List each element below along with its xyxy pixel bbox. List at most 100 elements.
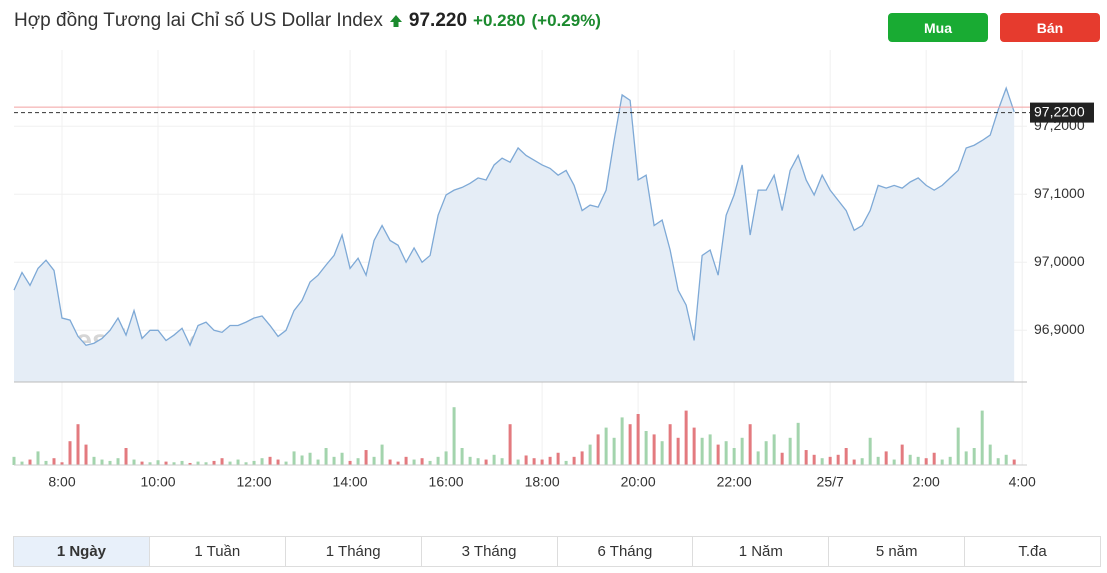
price: 97.220 bbox=[408, 10, 468, 31]
volume-bar bbox=[68, 441, 72, 465]
volume-bar bbox=[700, 437, 704, 465]
volume-bar bbox=[236, 459, 240, 465]
volume-bar bbox=[732, 448, 736, 465]
range-tab[interactable]: 1 Ngày bbox=[14, 537, 149, 566]
buy-button[interactable]: Mua bbox=[888, 13, 988, 42]
volume-bar bbox=[1004, 454, 1008, 465]
volume-bar bbox=[1012, 459, 1016, 465]
x-tick-label: 22:00 bbox=[717, 474, 752, 490]
range-tab[interactable]: 1 Tháng bbox=[284, 537, 421, 566]
volume-bar bbox=[436, 456, 440, 465]
volume-bar bbox=[220, 458, 224, 465]
volume-bar bbox=[20, 461, 24, 465]
volume-bar bbox=[108, 460, 112, 465]
range-tab[interactable]: 3 Tháng bbox=[420, 537, 557, 566]
volume-bar bbox=[884, 451, 888, 465]
range-tab[interactable]: T.đa bbox=[964, 537, 1100, 566]
x-tick-label: 10:00 bbox=[141, 474, 176, 490]
volume-bar bbox=[852, 459, 856, 465]
range-tab[interactable]: 6 Tháng bbox=[556, 537, 693, 566]
volume-bar bbox=[644, 431, 648, 465]
volume-bar bbox=[380, 444, 384, 465]
volume-bar bbox=[596, 434, 600, 465]
volume-bar bbox=[132, 459, 136, 465]
volume-bar bbox=[52, 458, 56, 465]
volume-bar bbox=[572, 456, 576, 465]
volume-bar bbox=[804, 450, 808, 465]
volume-bar bbox=[524, 455, 528, 465]
volume-bar bbox=[628, 424, 632, 465]
volume-bar bbox=[100, 459, 104, 465]
volume-bar bbox=[364, 450, 368, 465]
volume-bar bbox=[660, 441, 664, 465]
volume-bar bbox=[708, 434, 712, 465]
volume-bar bbox=[148, 462, 152, 465]
volume-bar bbox=[916, 456, 920, 465]
y-tick-label: 96,9000 bbox=[1034, 321, 1085, 337]
x-tick-label: 18:00 bbox=[525, 474, 560, 490]
range-tab[interactable]: 1 Tuần bbox=[148, 537, 285, 566]
volume-bar bbox=[276, 459, 280, 465]
volume-bar bbox=[844, 448, 848, 465]
change-pct: (+0.29%) bbox=[531, 11, 601, 30]
chart: Investing.com8:0010:0012:0014:0016:0018:… bbox=[12, 50, 1094, 490]
volume-bar bbox=[684, 410, 688, 465]
volume-bar bbox=[36, 451, 40, 465]
volume-bar bbox=[740, 437, 744, 465]
volume-bar bbox=[324, 448, 328, 465]
volume-bar bbox=[756, 451, 760, 465]
volume-bar bbox=[580, 451, 584, 465]
volume-bar bbox=[60, 462, 64, 465]
volume-bar bbox=[348, 460, 352, 465]
volume-bar bbox=[532, 458, 536, 465]
volume-bar bbox=[564, 460, 568, 465]
volume-bar bbox=[308, 452, 312, 465]
volume-bar bbox=[300, 455, 304, 465]
volume-bar bbox=[996, 458, 1000, 465]
volume-bar bbox=[772, 434, 776, 465]
volume-bar bbox=[372, 456, 376, 465]
volume-bar bbox=[924, 458, 928, 465]
range-tab[interactable]: 1 Năm bbox=[692, 537, 828, 566]
volume-bar bbox=[356, 458, 360, 465]
volume-bar bbox=[796, 422, 800, 465]
x-tick-label: 20:00 bbox=[621, 474, 656, 490]
volume-bar bbox=[892, 459, 896, 465]
volume-bar bbox=[404, 456, 408, 465]
x-tick-label: 8:00 bbox=[48, 474, 75, 490]
volume-bar bbox=[548, 456, 552, 465]
volume-bar bbox=[940, 459, 944, 465]
volume-bar bbox=[764, 441, 768, 465]
area-fill bbox=[14, 88, 1015, 382]
x-tick-label: 14:00 bbox=[333, 474, 368, 490]
volume-bar bbox=[180, 460, 184, 465]
volume-bar bbox=[604, 427, 608, 465]
volume-bar bbox=[92, 456, 96, 465]
volume-bar bbox=[412, 459, 416, 465]
volume-bar bbox=[44, 460, 48, 465]
volume-bar bbox=[964, 451, 968, 465]
volume-bar bbox=[212, 460, 216, 465]
volume-bar bbox=[444, 451, 448, 465]
volume-bar bbox=[956, 427, 960, 465]
volume-bar bbox=[204, 462, 208, 465]
range-tab[interactable]: 5 năm bbox=[828, 537, 964, 566]
volume-bar bbox=[588, 444, 592, 465]
volume-bar bbox=[932, 452, 936, 465]
volume-bar bbox=[540, 459, 544, 465]
volume-bar bbox=[452, 407, 456, 465]
volume-bar bbox=[292, 451, 296, 465]
volume-bar bbox=[196, 461, 200, 465]
x-tick-label: 2:00 bbox=[913, 474, 940, 490]
y-tick-label: 97,0000 bbox=[1034, 253, 1085, 269]
volume-bar bbox=[84, 444, 88, 465]
volume-bar bbox=[340, 452, 344, 465]
volume-bar bbox=[668, 424, 672, 465]
volume-bar bbox=[972, 448, 976, 465]
volume-bar bbox=[652, 434, 656, 465]
volume-bar bbox=[244, 462, 248, 465]
volume-bar bbox=[908, 454, 912, 465]
volume-bar bbox=[172, 462, 176, 465]
header: Hợp đồng Tương lai Chỉ số US Dollar Inde… bbox=[14, 10, 601, 32]
sell-button[interactable]: Bán bbox=[1000, 13, 1100, 42]
